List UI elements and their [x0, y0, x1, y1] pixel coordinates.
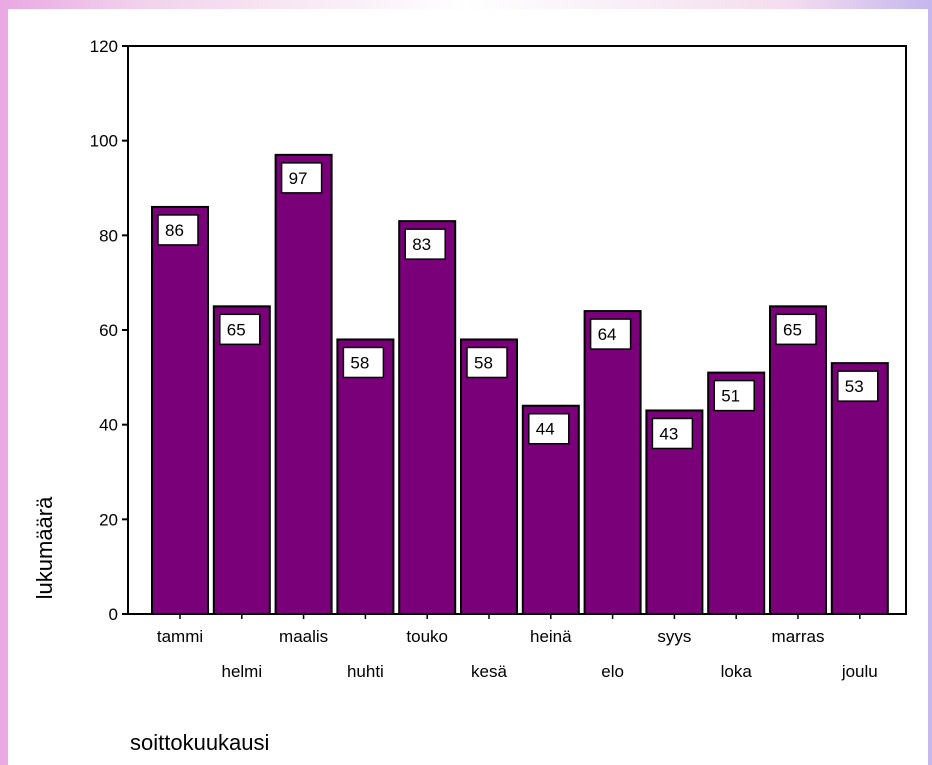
data-label-box: [837, 370, 879, 402]
data-label-box: [280, 162, 323, 194]
x-tick-label: maalis: [279, 627, 328, 646]
x-tick-label: touko: [406, 627, 448, 646]
x-axis-label: soittokuukausi: [130, 730, 269, 755]
x-tick-label: huhti: [347, 662, 384, 681]
bar: [707, 371, 766, 615]
y-tick-label: 40: [99, 416, 118, 435]
data-label: 65: [783, 320, 802, 339]
bar: [769, 305, 827, 615]
x-tick-label: tammi: [157, 627, 203, 646]
data-label: 58: [350, 353, 369, 372]
x-tick-label: helmi: [221, 662, 262, 681]
bar: [274, 153, 333, 615]
data-label-box: [157, 214, 199, 246]
x-tick-label: loka: [721, 662, 753, 681]
x-tick-label: marras: [772, 627, 825, 646]
bar: [460, 338, 518, 615]
data-label: 65: [227, 320, 246, 339]
data-label: 58: [474, 353, 493, 372]
bar: [583, 310, 642, 615]
data-label-box: [219, 313, 261, 346]
bar: [212, 305, 271, 615]
data-label: 86: [165, 221, 184, 240]
data-label: 51: [721, 387, 740, 406]
x-tick-label: syys: [657, 627, 691, 646]
data-label: 83: [412, 235, 431, 254]
y-tick-label: 20: [99, 510, 118, 529]
y-tick-label: 0: [109, 605, 118, 624]
data-label-box: [775, 313, 817, 346]
bar: [336, 338, 395, 615]
y-tick-label: 60: [99, 321, 118, 340]
data-label-box: [342, 346, 385, 379]
y-axis-label: lukumäärä: [32, 496, 57, 599]
data-label-box: [713, 379, 755, 412]
bar: [398, 220, 457, 615]
data-label-box: [466, 346, 508, 379]
x-tick-label: joulu: [841, 662, 878, 681]
x-tick-label: elo: [601, 662, 624, 681]
data-label: 44: [536, 420, 555, 439]
data-label-box: [404, 228, 446, 260]
data-label: 64: [598, 325, 617, 344]
data-label: 97: [289, 169, 308, 188]
x-tick-label: kesä: [471, 662, 507, 681]
x-tick-label: heinä: [530, 627, 572, 646]
data-label: 43: [659, 424, 678, 443]
data-label: 53: [845, 377, 864, 396]
y-tick-label: 100: [90, 132, 118, 151]
y-tick-label: 120: [90, 37, 118, 56]
data-label-box: [651, 417, 694, 450]
data-label-box: [528, 412, 570, 445]
bar: [151, 205, 209, 616]
y-tick-label: 80: [99, 226, 118, 245]
data-label-box: [589, 318, 632, 350]
